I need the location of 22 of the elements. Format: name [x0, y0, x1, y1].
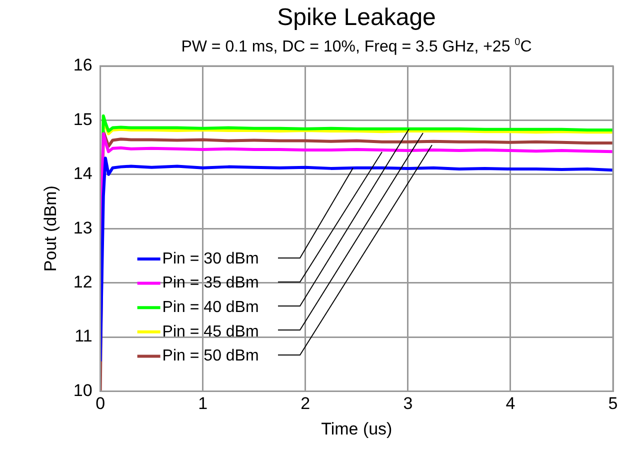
legend-label: Pin = 35 dBm — [162, 274, 259, 292]
legend-label: Pin = 30 dBm — [162, 250, 259, 268]
y-tick-label: 11 — [74, 326, 92, 346]
legend-label: Pin = 45 dBm — [162, 323, 259, 340]
x-tick-label: 2 — [300, 394, 310, 414]
x-tick-label: 4 — [506, 394, 516, 414]
x-tick-label: 5 — [608, 394, 618, 414]
y-tick-label: 10 — [73, 380, 92, 400]
y-tick-label: 12 — [73, 272, 92, 292]
y-axis-title: Pout (dBm) — [40, 186, 60, 272]
legend-label: Pin = 40 dBm — [162, 299, 259, 316]
y-tick-label: 15 — [73, 110, 92, 129]
x-axis-title: Time (us) — [321, 419, 392, 438]
chart-title: Spike Leakage — [276, 4, 437, 32]
x-tick-label: 0 — [96, 394, 106, 414]
x-tick-label: 1 — [198, 394, 208, 414]
x-tick-label: 3 — [403, 394, 413, 414]
chart-subtitle: PW = 0.1 ms, DC = 10%, Freq = 3.5 GHz, +25 $^{0}$C — [180, 37, 533, 56]
y-tick-label: 14 — [73, 164, 92, 184]
y-tick-label: 16 — [73, 56, 92, 75]
legend-label: Pin = 50 dBm — [162, 348, 259, 365]
y-tick-label: 13 — [73, 218, 92, 238]
